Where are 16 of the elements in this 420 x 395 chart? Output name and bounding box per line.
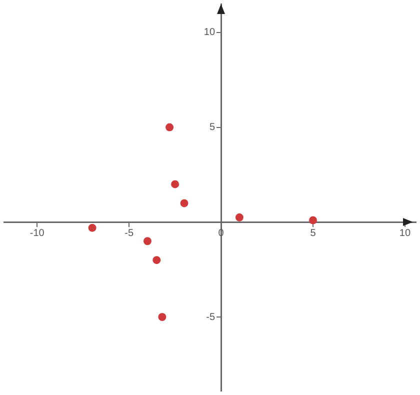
x-tick-label: 10	[399, 228, 411, 239]
x-tick-label: 5	[310, 228, 316, 239]
point	[158, 313, 166, 322]
point	[235, 213, 244, 222]
point	[152, 256, 161, 264]
point	[88, 224, 96, 232]
point	[180, 199, 188, 208]
y-tick-label: 10	[204, 27, 216, 38]
x-tick-label: -5	[124, 228, 134, 239]
y-tick-label: -5	[206, 312, 216, 323]
point	[143, 237, 152, 246]
point	[309, 216, 317, 224]
x-tick-label: -10	[30, 228, 45, 239]
y-tick-label: 5	[209, 122, 216, 134]
point	[166, 123, 174, 132]
point	[171, 180, 180, 188]
